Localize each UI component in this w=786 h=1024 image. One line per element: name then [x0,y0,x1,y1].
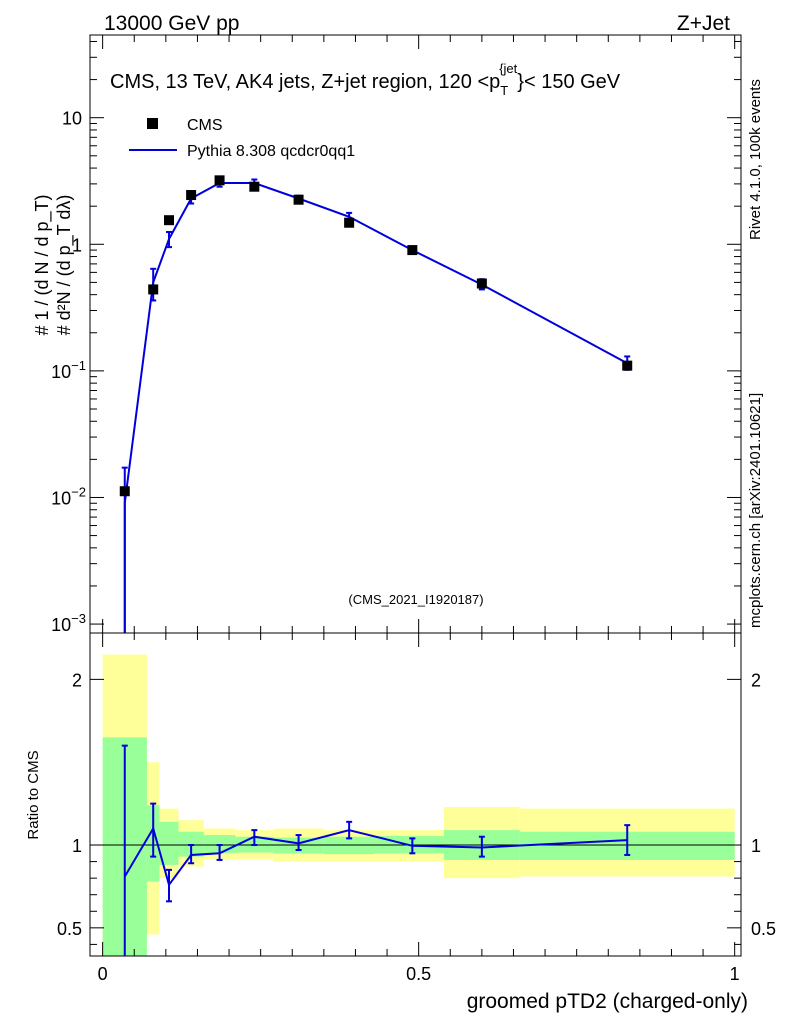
data-point [344,217,355,228]
analysis-watermark: (CMS_2021_I1920187) [348,592,483,607]
data-point [476,278,487,289]
x-tick-label: 0.5 [406,964,431,984]
data-point [622,360,633,371]
ratio-y-tick-label-left: 1 [72,836,82,856]
ratio-y-tick-label-right: 1 [751,836,761,856]
legend-label-cms: CMS [187,117,223,134]
main-ylabel-text: # 1 / (d N / d p_T) [32,194,53,335]
data-point [148,284,159,295]
y-tick-label: 10 [62,109,82,129]
ratio-frame [89,632,742,957]
chart-title: CMS, 13 TeV, AK4 jets, Z+jet region, 120… [110,61,621,98]
chart-title-prefix: CMS, 13 TeV, AK4 jets, Z+jet region, 120… [110,71,500,93]
header-right: Z+Jet [677,12,730,35]
data-point [293,194,304,205]
data-point [407,245,418,256]
main-ylabel: # 1 / (d N / d p_T) # d²N / (d p_T dλ) [32,194,75,335]
rivet-label: Rivet 4.1.0, 100k events [747,79,764,240]
source-label: mcplots.cern.ch [arXiv:2401.10621] [747,393,764,628]
y-tick-label: 10−3 [51,611,86,635]
x-axis-label: groomed pTD2 (charged-only) [467,990,748,1013]
y-tick-label: 1 [72,235,82,255]
chart-title-sup: {jet [499,61,517,76]
chart-title-sub: T [500,83,508,98]
ratio-y-tick-label-left: 0.5 [57,919,82,939]
legend-marker-cms [147,118,158,129]
data-point [119,486,130,497]
mc-line [123,182,628,633]
y-tick-label: 10−1 [51,358,86,382]
y-tick-label: 10−2 [51,484,86,508]
data-point [249,181,260,192]
x-tick-label: 1 [730,964,740,984]
uncertainty-band-inner [159,821,179,865]
data-point [186,190,197,201]
main-ylabel-text-right: # d²N / (d p_T dλ) [54,195,75,336]
ratio-y-tick-label-right: 0.5 [751,919,776,939]
x-tick-label: 0 [98,964,108,984]
chart-title-suffix: }< 150 GeV [517,71,621,93]
header-left: 13000 GeV pp [104,12,239,35]
data-point [164,215,175,226]
legend-label-pythia: Pythia 8.308 qcdcr0qq1 [187,143,355,160]
data-point [214,175,225,186]
ratio-y-tick-label-right: 2 [751,670,761,690]
ratio-ylabel: Ratio to CMS [25,750,42,839]
ratio-y-tick-label-left: 2 [72,670,82,690]
